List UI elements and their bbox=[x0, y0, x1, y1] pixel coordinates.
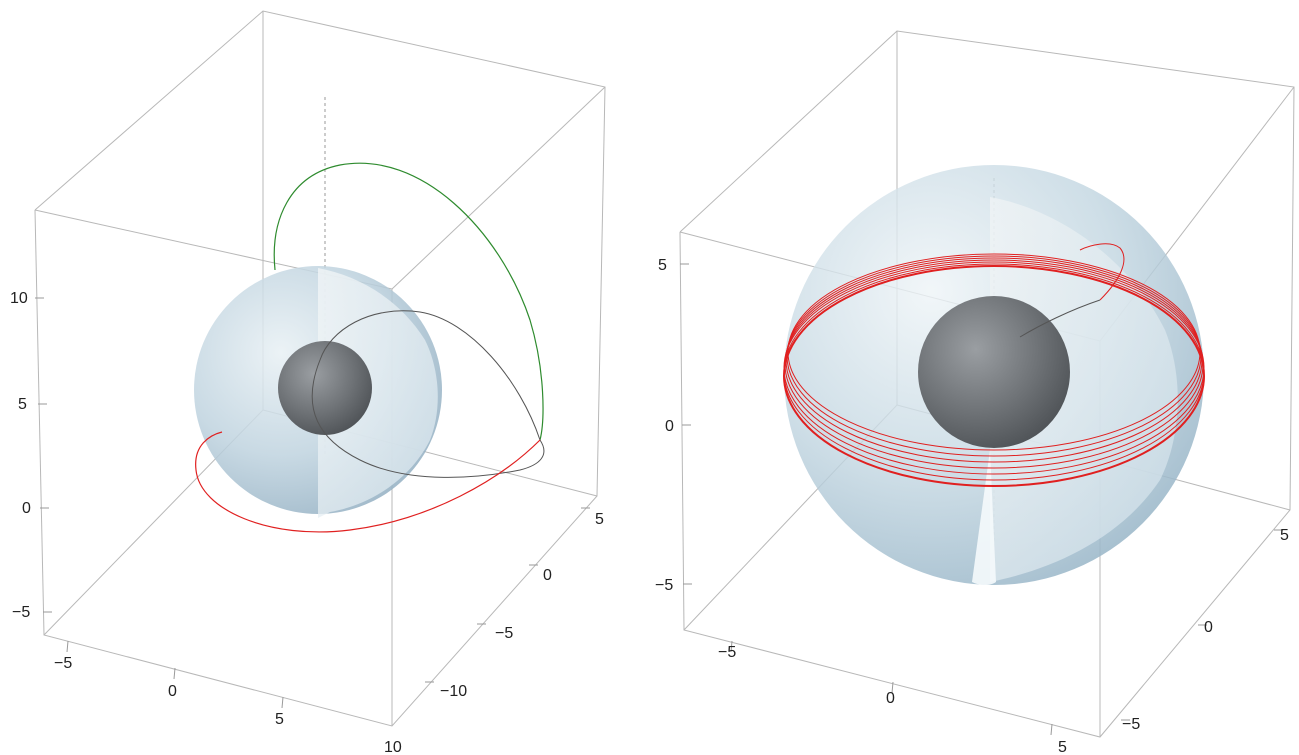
right-orbit-tail bbox=[1079, 243, 1125, 301]
left-bottom-axis: −5 0 5 10 bbox=[54, 640, 402, 755]
right-btick-label: 0 bbox=[886, 690, 895, 707]
right-vtick-label: 0 bbox=[665, 418, 674, 435]
right-vtick-label: 5 bbox=[658, 257, 667, 274]
left-dtick-label: −10 bbox=[440, 683, 467, 700]
right-orbit-rings bbox=[783, 253, 1205, 487]
right-inner-sphere bbox=[918, 296, 1070, 448]
right-dtick-label: 0 bbox=[1204, 619, 1213, 636]
left-dtick-label: 0 bbox=[543, 567, 552, 584]
left-vtick-label: 10 bbox=[10, 290, 28, 307]
left-sphere-cutaway bbox=[318, 268, 438, 518]
left-vtick-label: −5 bbox=[12, 604, 30, 621]
right-gray-curve bbox=[1019, 299, 1101, 338]
right-vtick-label: −5 bbox=[655, 577, 673, 594]
right-dtick-label: −5 bbox=[1122, 716, 1140, 733]
right-dtick-label: 5 bbox=[1280, 527, 1289, 544]
left-btick-label: −5 bbox=[54, 655, 72, 672]
left-green-orbit bbox=[273, 162, 544, 441]
left-vertical-axis: 10 5 0 −5 bbox=[10, 290, 52, 621]
left-btick-label: 10 bbox=[384, 739, 402, 755]
left-vtick-label: 5 bbox=[18, 396, 27, 413]
right-bottom-axis: −5 0 5 bbox=[718, 640, 1067, 755]
left-inner-sphere bbox=[278, 341, 372, 435]
right-btick-label: −5 bbox=[718, 644, 736, 661]
left-red-orbit bbox=[195, 431, 541, 533]
left-btick-label: 0 bbox=[168, 683, 177, 700]
left-vtick-label: 0 bbox=[22, 500, 31, 517]
right-vertical-axis: 5 0 −5 bbox=[655, 257, 692, 594]
left-depth-axis: 5 0 −5 −10 bbox=[425, 507, 604, 700]
left-panel: 10 5 0 −5 −5 0 5 10 5 0 −5 −10 bbox=[10, 10, 606, 755]
left-dtick-label: 5 bbox=[595, 511, 604, 528]
right-btick-label: 5 bbox=[1058, 739, 1067, 755]
right-cutaway-face bbox=[972, 450, 996, 585]
left-btick-label: 5 bbox=[275, 711, 284, 728]
right-depth-axis: 5 0 −5 bbox=[1121, 527, 1289, 733]
left-dtick-label: −5 bbox=[495, 625, 513, 642]
left-gray-orbit bbox=[311, 310, 545, 478]
right-panel: 5 0 −5 −5 0 5 5 0 −5 bbox=[655, 30, 1295, 755]
